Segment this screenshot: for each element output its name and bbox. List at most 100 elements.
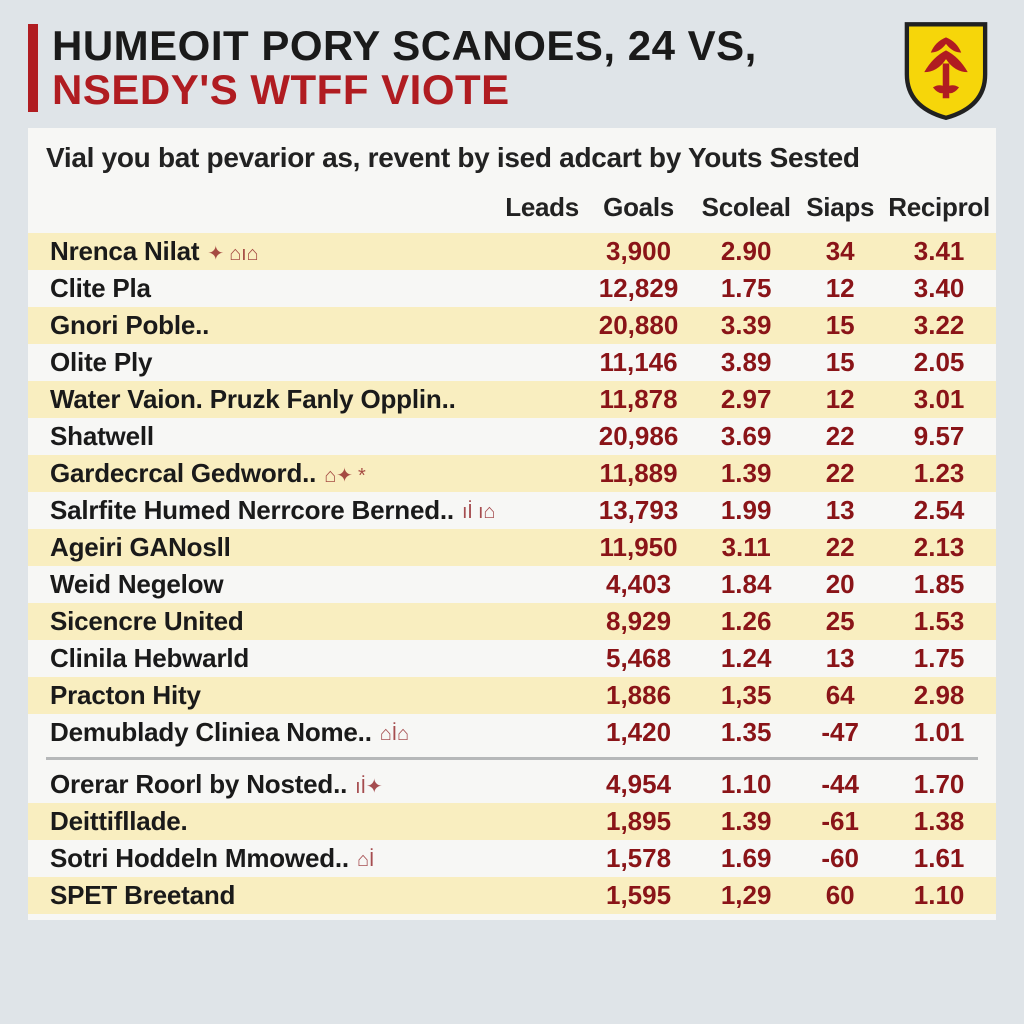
row-goals: 1,886 bbox=[583, 677, 694, 714]
row-goals: 5,468 bbox=[583, 640, 694, 677]
row-rec: 1.61 bbox=[882, 840, 996, 877]
row-scol: 1.69 bbox=[694, 840, 798, 877]
row-leads bbox=[501, 270, 583, 307]
row-name: Ageiri GANosll bbox=[28, 529, 501, 566]
row-name: Sicencre United bbox=[28, 603, 501, 640]
row-siaps: 20 bbox=[798, 566, 882, 603]
row-name: SPET Breetand bbox=[28, 877, 501, 914]
row-siaps: -44 bbox=[798, 766, 882, 803]
row-name: Demublady Cliniea Nome..⌂İ⌂ bbox=[28, 714, 501, 751]
row-leads bbox=[501, 803, 583, 840]
table-row: Weid Negelow4,4031.84201.85 bbox=[28, 566, 996, 603]
row-siaps: 13 bbox=[798, 640, 882, 677]
row-name: Sotri Hoddeln Mmowed..⌂İ bbox=[28, 840, 501, 877]
row-deco-icon: ⌂İ⌂ bbox=[380, 723, 409, 746]
row-leads bbox=[501, 455, 583, 492]
row-goals: 1,595 bbox=[583, 877, 694, 914]
row-leads bbox=[501, 381, 583, 418]
table-row: Nrenca Nilat✦ ⌂ı⌂3,9002.90343.41 bbox=[28, 233, 996, 270]
row-leads bbox=[501, 677, 583, 714]
row-name: Salrfite Humed Nerrcore Berned..ıİ ı⌂ bbox=[28, 492, 501, 529]
row-leads bbox=[501, 344, 583, 381]
row-siaps: -61 bbox=[798, 803, 882, 840]
row-deco-icon: ⌂✦ * bbox=[324, 463, 365, 488]
col-header-leads: Leads bbox=[501, 186, 583, 233]
row-goals: 3,900 bbox=[583, 233, 694, 270]
row-name: Clite Pla bbox=[28, 270, 501, 307]
row-scol: 1,29 bbox=[694, 877, 798, 914]
row-goals: 8,929 bbox=[583, 603, 694, 640]
row-name: Water Vaion. Pruzk Fanly Opplin.. bbox=[28, 381, 501, 418]
table-row: Olite Ply11,1463.89152.05 bbox=[28, 344, 996, 381]
title-line-1: HUMEOIT PORY SCANOES, 24 VS, bbox=[52, 24, 996, 68]
row-goals: 12,829 bbox=[583, 270, 694, 307]
row-rec: 1.23 bbox=[882, 455, 996, 492]
row-leads bbox=[501, 418, 583, 455]
title-block: HUMEOIT PORY SCANOES, 24 VS, NSEDY'S WTF… bbox=[28, 24, 996, 112]
row-goals: 1,578 bbox=[583, 840, 694, 877]
row-siaps: 34 bbox=[798, 233, 882, 270]
row-rec: 2.54 bbox=[882, 492, 996, 529]
row-siaps: 60 bbox=[798, 877, 882, 914]
table-row: Clinila Hebwarld5,4681.24131.75 bbox=[28, 640, 996, 677]
row-deco-icon: ıİ ı⌂ bbox=[462, 501, 495, 524]
row-scol: 1.35 bbox=[694, 714, 798, 751]
row-name: Deittifllade. bbox=[28, 803, 501, 840]
row-goals: 1,895 bbox=[583, 803, 694, 840]
row-name: Orerar Roorl by Nosted..ıİ✦ bbox=[28, 766, 501, 803]
row-rec: 3.40 bbox=[882, 270, 996, 307]
table-row: Demublady Cliniea Nome..⌂İ⌂1,4201.35-471… bbox=[28, 714, 996, 751]
row-goals: 13,793 bbox=[583, 492, 694, 529]
table-row: Water Vaion. Pruzk Fanly Opplin..11,8782… bbox=[28, 381, 996, 418]
row-goals: 11,889 bbox=[583, 455, 694, 492]
row-name: Olite Ply bbox=[28, 344, 501, 381]
col-header-rec: Reciprol bbox=[882, 186, 996, 233]
row-name: Practon Hity bbox=[28, 677, 501, 714]
title-line-2: NSEDY'S WTFF VIOTE bbox=[52, 68, 996, 112]
row-goals: 20,986 bbox=[583, 418, 694, 455]
table-row: Gnori Poble..20,8803.39153.22 bbox=[28, 307, 996, 344]
row-rec: 1.53 bbox=[882, 603, 996, 640]
section-divider bbox=[28, 751, 996, 766]
row-rec: 1.38 bbox=[882, 803, 996, 840]
row-siaps: 13 bbox=[798, 492, 882, 529]
table-header: Leads Goals Scoleal Siaps Reciprol bbox=[28, 186, 996, 233]
row-siaps: 22 bbox=[798, 455, 882, 492]
row-rec: 1.70 bbox=[882, 766, 996, 803]
header: HUMEOIT PORY SCANOES, 24 VS, NSEDY'S WTF… bbox=[28, 24, 996, 112]
row-name: Gardecrcal Gedword..⌂✦ * bbox=[28, 455, 501, 492]
table-row: SPET Breetand1,5951,29601.10 bbox=[28, 877, 996, 914]
row-scol: 1.24 bbox=[694, 640, 798, 677]
row-rec: 3.41 bbox=[882, 233, 996, 270]
table-row: Gardecrcal Gedword..⌂✦ *11,8891.39221.23 bbox=[28, 455, 996, 492]
row-deco-icon: ✦ ⌂ı⌂ bbox=[207, 241, 258, 266]
row-leads bbox=[501, 766, 583, 803]
row-siaps: 12 bbox=[798, 381, 882, 418]
subtitle-bar: Vial you bat pevarior as, revent by ised… bbox=[28, 128, 996, 186]
row-siaps: 22 bbox=[798, 529, 882, 566]
row-rec: 2.13 bbox=[882, 529, 996, 566]
row-scol: 3.11 bbox=[694, 529, 798, 566]
table-row: Sicencre United8,9291.26251.53 bbox=[28, 603, 996, 640]
row-leads bbox=[501, 307, 583, 344]
row-scol: 1.99 bbox=[694, 492, 798, 529]
col-header-scol: Scoleal bbox=[694, 186, 798, 233]
table-row: Salrfite Humed Nerrcore Berned..ıİ ı⌂ 13,… bbox=[28, 492, 996, 529]
crest-icon bbox=[902, 20, 990, 120]
row-leads bbox=[501, 840, 583, 877]
row-scol: 3.69 bbox=[694, 418, 798, 455]
row-scol: 1,35 bbox=[694, 677, 798, 714]
row-scol: 1.26 bbox=[694, 603, 798, 640]
row-scol: 3.89 bbox=[694, 344, 798, 381]
row-siaps: 22 bbox=[798, 418, 882, 455]
row-scol: 1.10 bbox=[694, 766, 798, 803]
table-row: Deittifllade.1,8951.39-611.38 bbox=[28, 803, 996, 840]
row-siaps: 15 bbox=[798, 344, 882, 381]
row-rec: 3.01 bbox=[882, 381, 996, 418]
table-row: Practon Hity1,8861,35642.98 bbox=[28, 677, 996, 714]
row-siaps: -47 bbox=[798, 714, 882, 751]
table-row: Ageiri GANosll11,9503.11222.13 bbox=[28, 529, 996, 566]
row-leads bbox=[501, 603, 583, 640]
row-siaps: 12 bbox=[798, 270, 882, 307]
row-goals: 4,954 bbox=[583, 766, 694, 803]
